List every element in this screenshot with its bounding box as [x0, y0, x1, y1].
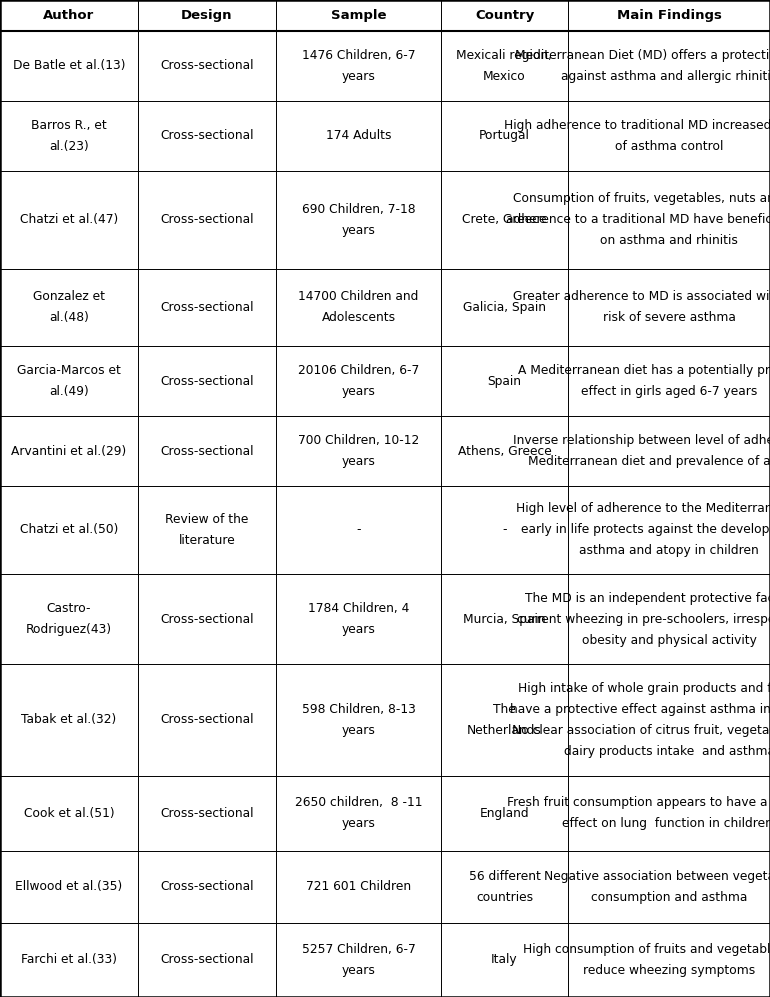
Text: Portugal: Portugal — [479, 130, 530, 143]
Text: High adherence to traditional MD increased likelihood
of asthma control: High adherence to traditional MD increas… — [504, 119, 770, 153]
Text: High consumption of fruits and vegetables may
reduce wheezing symptoms: High consumption of fruits and vegetable… — [523, 943, 770, 977]
Text: Cross-sectional: Cross-sectional — [160, 130, 254, 143]
Text: Cross-sectional: Cross-sectional — [160, 714, 254, 727]
Text: Main Findings: Main Findings — [617, 9, 721, 22]
Text: Cook et al.(51): Cook et al.(51) — [24, 807, 114, 820]
Text: Sample: Sample — [331, 9, 387, 22]
Text: Ellwood et al.(35): Ellwood et al.(35) — [15, 880, 122, 893]
Text: High level of adherence to the Mediterranean diet
early in life protects against: High level of adherence to the Mediterra… — [516, 502, 770, 557]
Text: Cross-sectional: Cross-sectional — [160, 375, 254, 388]
Text: 20106 Children, 6-7
years: 20106 Children, 6-7 years — [298, 364, 419, 398]
Text: Cross-sectional: Cross-sectional — [160, 60, 254, 73]
Text: Greater adherence to MD is associated with higher
risk of severe asthma: Greater adherence to MD is associated wi… — [513, 290, 770, 324]
Text: Cross-sectional: Cross-sectional — [160, 445, 254, 458]
Text: England: England — [480, 807, 529, 820]
Text: Cross-sectional: Cross-sectional — [160, 301, 254, 314]
Text: Murcia, Spain: Murcia, Spain — [464, 612, 546, 625]
Text: Design: Design — [181, 9, 233, 22]
Text: Athens, Greece: Athens, Greece — [457, 445, 551, 458]
Text: Crete, Greece: Crete, Greece — [462, 213, 547, 226]
Text: 2650 children,  8 -11
years: 2650 children, 8 -11 years — [295, 797, 422, 831]
Text: Cross-sectional: Cross-sectional — [160, 807, 254, 820]
Text: 56 different
countries: 56 different countries — [469, 869, 541, 904]
Text: A Mediterranean diet has a potentially protective
effect in girls aged 6-7 years: A Mediterranean diet has a potentially p… — [518, 364, 770, 398]
Text: Castro-
Rodriguez(43): Castro- Rodriguez(43) — [26, 602, 112, 636]
Text: High intake of whole grain products and fish may
have a protective effect agains: High intake of whole grain products and … — [510, 682, 770, 758]
Text: Spain: Spain — [487, 375, 521, 388]
Text: Chatzi et al.(47): Chatzi et al.(47) — [20, 213, 118, 226]
Text: Tabak et al.(32): Tabak et al.(32) — [22, 714, 116, 727]
Text: The MD is an independent protective factor for
current wheezing in pre-schoolers: The MD is an independent protective fact… — [517, 591, 770, 646]
Text: Gonzalez et
al.(48): Gonzalez et al.(48) — [33, 290, 105, 324]
Text: Mexicali region,
Mexico: Mexicali region, Mexico — [457, 49, 553, 83]
Text: Fresh fruit consumption appears to have a beneficial
effect on lung  function in: Fresh fruit consumption appears to have … — [507, 797, 770, 831]
Text: Author: Author — [43, 9, 95, 22]
Text: Arvantini et al.(29): Arvantini et al.(29) — [12, 445, 126, 458]
Text: Cross-sectional: Cross-sectional — [160, 612, 254, 625]
Text: 690 Children, 7-18
years: 690 Children, 7-18 years — [302, 203, 415, 237]
Text: Barros R., et
al.(23): Barros R., et al.(23) — [31, 119, 107, 153]
Text: Review of the
literature: Review of the literature — [166, 512, 249, 547]
Text: 174 Adults: 174 Adults — [326, 130, 391, 143]
Text: The
Netherlands: The Netherlands — [467, 703, 542, 737]
Text: 1476 Children, 6-7
years: 1476 Children, 6-7 years — [302, 49, 415, 83]
Text: Cross-sectional: Cross-sectional — [160, 953, 254, 966]
Text: Country: Country — [475, 9, 534, 22]
Text: 5257 Children, 6-7
years: 5257 Children, 6-7 years — [302, 943, 415, 977]
Text: Chatzi et al.(50): Chatzi et al.(50) — [20, 523, 118, 536]
Text: 721 601 Children: 721 601 Children — [306, 880, 411, 893]
Text: Garcia-Marcos et
al.(49): Garcia-Marcos et al.(49) — [17, 364, 121, 398]
Text: Cross-sectional: Cross-sectional — [160, 213, 254, 226]
Text: De Batle et al.(13): De Batle et al.(13) — [13, 60, 126, 73]
Text: Mediterranean Diet (MD) offers a protective effect
against asthma and allergic r: Mediterranean Diet (MD) offers a protect… — [515, 49, 770, 83]
Text: 1784 Children, 4
years: 1784 Children, 4 years — [308, 602, 409, 636]
Text: Italy: Italy — [491, 953, 517, 966]
Text: 700 Children, 10-12
years: 700 Children, 10-12 years — [298, 434, 419, 469]
Text: 14700 Children and
Adolescents: 14700 Children and Adolescents — [298, 290, 419, 324]
Text: Negative association between vegetable
consumption and asthma: Negative association between vegetable c… — [544, 869, 770, 904]
Text: Consumption of fruits, vegetables, nuts and a high
adherence to a traditional MD: Consumption of fruits, vegetables, nuts … — [506, 192, 770, 247]
Text: -: - — [502, 523, 507, 536]
Text: Inverse relationship between level of adherence to
Mediterranean diet and preval: Inverse relationship between level of ad… — [513, 434, 770, 469]
Text: 598 Children, 8-13
years: 598 Children, 8-13 years — [302, 703, 416, 737]
Text: Farchi et al.(33): Farchi et al.(33) — [21, 953, 117, 966]
Text: Cross-sectional: Cross-sectional — [160, 880, 254, 893]
Text: -: - — [357, 523, 361, 536]
Text: Galicia, Spain: Galicia, Spain — [463, 301, 546, 314]
